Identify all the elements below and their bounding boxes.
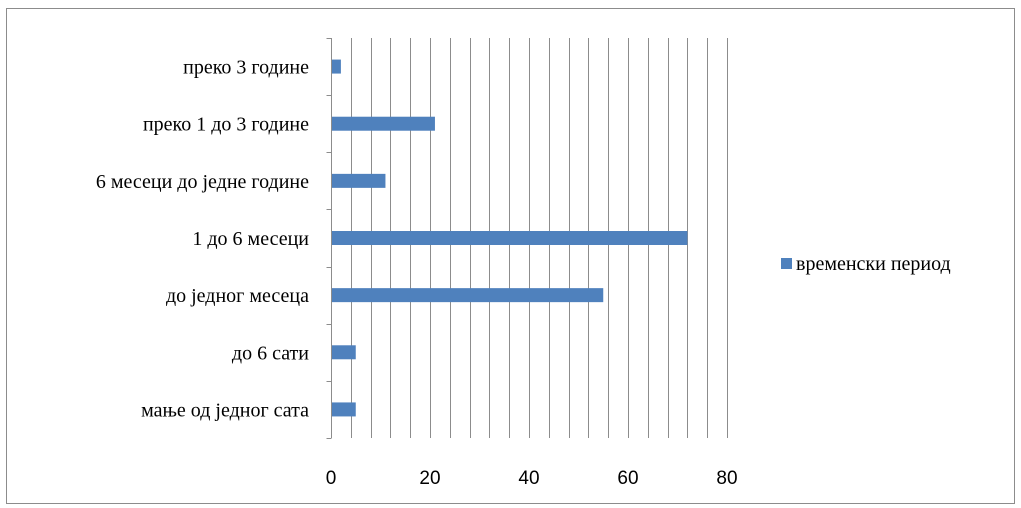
axis-layer <box>326 38 332 439</box>
bar <box>332 231 688 245</box>
chart-frame <box>6 8 1015 504</box>
category-label: до 6 сати <box>232 342 309 364</box>
bar <box>332 345 356 360</box>
category-label: мање од једног сата <box>141 399 309 421</box>
x-tick-label: 40 <box>518 468 539 489</box>
category-label: 1 до 6 месеци <box>192 228 309 250</box>
category-label: 6 месеци до једне године <box>96 171 309 193</box>
legend-swatch <box>781 258 792 269</box>
bar <box>332 116 435 131</box>
x-tick-label: 20 <box>419 468 440 489</box>
category-label-layer: мање од једног сата до 6 сати до једног ме… <box>96 57 309 422</box>
category-label: преко 3 године <box>183 57 309 79</box>
bar <box>332 59 341 74</box>
category-label: до једног месеца <box>166 285 309 307</box>
bar-layer <box>332 59 688 417</box>
bar <box>332 402 356 417</box>
bar <box>332 288 604 303</box>
bar <box>332 173 386 188</box>
x-tick-label: 0 <box>326 468 337 489</box>
legend: временски период <box>781 253 951 275</box>
category-label: преко 1 до 3 године <box>143 114 309 136</box>
tick-label-layer: 0 20 40 60 80 <box>326 468 738 489</box>
legend-label: временски период <box>796 253 951 275</box>
x-tick-label: 60 <box>617 468 638 489</box>
x-tick-label: 80 <box>716 468 737 489</box>
